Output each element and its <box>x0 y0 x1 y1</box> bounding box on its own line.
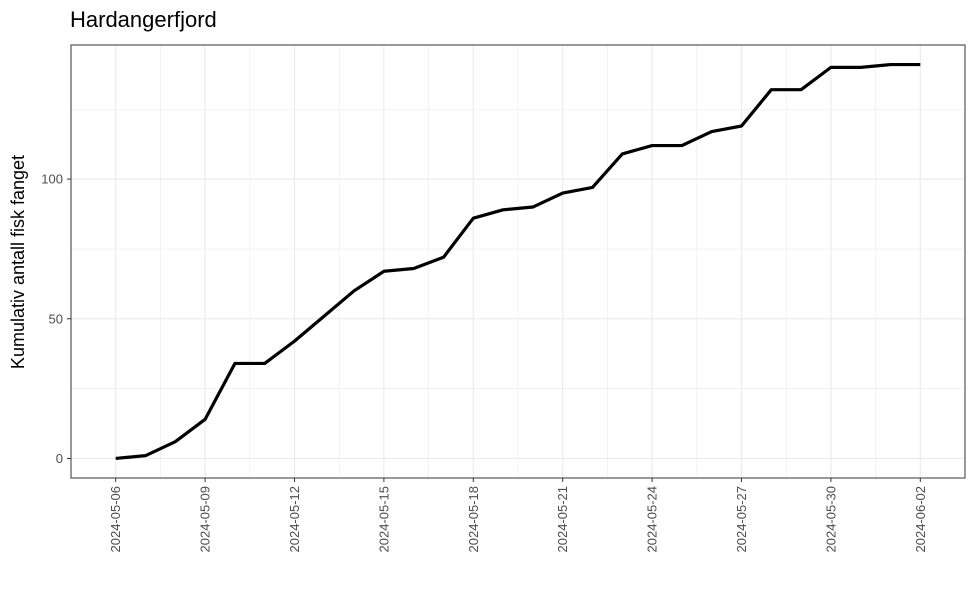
x-tick-label: 2024-05-24 <box>645 486 660 553</box>
x-tick-label: 2024-05-27 <box>734 486 749 553</box>
x-tick-label: 2024-05-12 <box>287 486 302 553</box>
x-axis: 2024-05-06 2024-05-09 2024-05-12 2024-05-15… <box>108 478 928 553</box>
plot-area <box>70 44 966 479</box>
x-tick-label: 2024-05-06 <box>108 486 123 553</box>
x-tick-label: 2024-06-02 <box>913 486 928 553</box>
y-axis: 0 50 100 <box>41 172 71 466</box>
x-tick-label: 2024-05-30 <box>823 486 838 553</box>
chart-title: Hardangerfjord <box>70 7 217 32</box>
y-tick-label: 50 <box>49 311 63 326</box>
panel-border <box>70 44 966 479</box>
y-tick-label: 100 <box>41 172 63 187</box>
x-tick-label: 2024-05-21 <box>555 486 570 553</box>
y-axis-label: Kumulativ antall fisk fanget <box>8 155 28 369</box>
series-line <box>115 62 921 461</box>
x-tick-label: 2024-05-18 <box>466 486 481 553</box>
x-tick-label: 2024-05-15 <box>376 486 391 553</box>
y-tick-label: 0 <box>56 451 63 466</box>
grid <box>71 45 965 478</box>
x-tick-label: 2024-05-09 <box>198 486 213 553</box>
